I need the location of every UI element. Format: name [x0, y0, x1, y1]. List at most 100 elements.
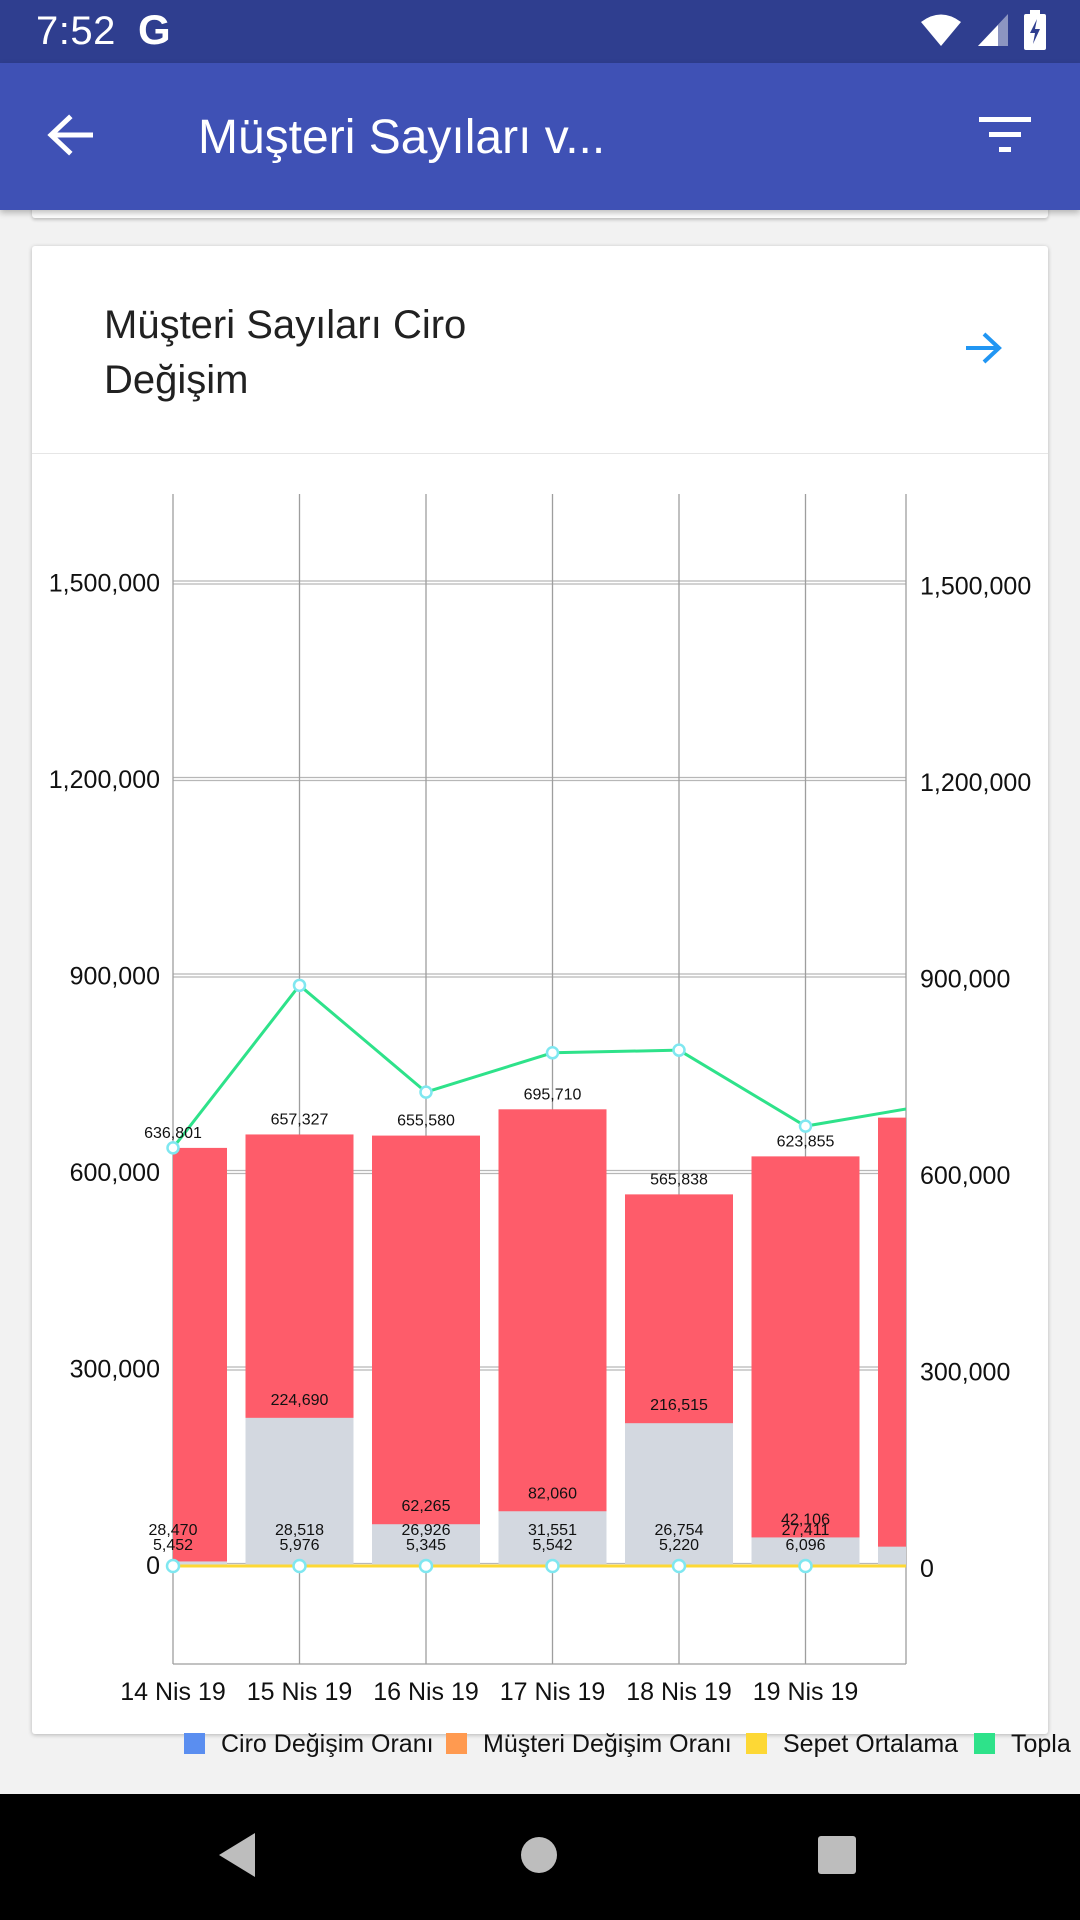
- y-axis-left-tick: 0: [146, 1552, 160, 1580]
- bar-segment-inner: [878, 1546, 906, 1565]
- bar-total-label: 636,801: [144, 1125, 202, 1142]
- y-axis-left-tick: 900,000: [70, 963, 160, 991]
- zero-point: [418, 1558, 434, 1574]
- arrow-back-icon: [47, 113, 94, 161]
- y-axis-right-tick: 900,000: [920, 966, 1010, 994]
- bars-group: [173, 1109, 906, 1565]
- wifi-icon: [920, 13, 962, 52]
- recents-square-icon: [817, 1835, 857, 1880]
- line-point: [419, 1085, 433, 1099]
- zero-point: [671, 1558, 687, 1574]
- bar-total: [372, 1135, 480, 1565]
- x-axis-tick: 18 Nis 19: [626, 1678, 732, 1706]
- legend-musteri-degisim-label: Müşteri Değişim Oranı: [483, 1730, 732, 1758]
- bar-segment-inner: [372, 1524, 480, 1565]
- y-axis-right-tick: 1,200,000: [920, 769, 1031, 797]
- legend-sepet-ortalama-label: Sepet Ortalama: [783, 1730, 958, 1758]
- bar-segment-inner: [625, 1423, 733, 1565]
- app-bar: Müşteri Sayıları v...: [0, 63, 1080, 210]
- card-title-line2: Değişim: [104, 358, 249, 402]
- card-title: Müşteri Sayıları Ciro Değişim: [104, 298, 564, 408]
- zero-point: [165, 1558, 181, 1574]
- bar-small-label: 5,542: [532, 1537, 572, 1554]
- x-axis-tick: 14 Nis 19: [120, 1678, 226, 1706]
- bar-segment-inner: [173, 1561, 227, 1565]
- bar-segment-inner: [245, 1417, 354, 1565]
- bar-small-label: 26,754: [655, 1522, 704, 1539]
- zero-point: [545, 1558, 560, 1574]
- bar-small-label: 26,926: [402, 1522, 451, 1539]
- legend-sepet-ortalama-swatch: [746, 1733, 767, 1754]
- bar-small-label: 31,551: [528, 1522, 577, 1539]
- bar-small-label: 5,220: [659, 1537, 699, 1554]
- bar-small-label: 27,411: [782, 1522, 830, 1539]
- status-time: 7:52: [36, 9, 116, 53]
- y-axis-left-tick: 1,500,000: [49, 570, 160, 598]
- card-title-line1: Müşteri Sayıları Ciro: [104, 303, 467, 347]
- filter-icon: [979, 116, 1031, 158]
- y-axis-left-tick: 600,000: [70, 1159, 160, 1187]
- bar-inner-label: 62,265: [402, 1498, 451, 1515]
- card-detail-button[interactable]: [960, 326, 1008, 374]
- legend-musteri-degisim-swatch: [446, 1733, 467, 1754]
- legend-topla-swatch: [974, 1733, 995, 1754]
- bar-total: [498, 1109, 607, 1565]
- legend-ciro-degisim-swatch: [184, 1733, 205, 1754]
- google-notification-icon: G: [138, 6, 171, 53]
- bar-inner-label: 224,690: [271, 1392, 329, 1409]
- arrow-forward-icon: [964, 331, 1004, 370]
- line-point: [798, 1119, 813, 1133]
- x-axis-tick: 16 Nis 19: [373, 1678, 479, 1706]
- nav-home-button[interactable]: [506, 1824, 572, 1890]
- back-triangle-icon: [215, 1831, 259, 1884]
- legend-ciro-degisim-label: Ciro Değişim Oranı: [221, 1730, 434, 1758]
- x-axis-tick: 17 Nis 19: [500, 1678, 606, 1706]
- y-axis-right-tick: 300,000: [920, 1359, 1010, 1387]
- bar-inner-label: 216,515: [650, 1397, 708, 1414]
- signal-icon: [976, 12, 1010, 53]
- bar-inner-label: 82,060: [528, 1485, 577, 1502]
- bar-small-label: 6,096: [785, 1537, 825, 1554]
- bar-small-label: 5,452: [153, 1537, 193, 1554]
- bar-small-label: 28,470: [149, 1522, 198, 1539]
- y-axis-left-tick: 1,200,000: [49, 766, 160, 794]
- line-point: [672, 1043, 686, 1057]
- bar-segment-inner: [498, 1511, 607, 1565]
- bar-total: [751, 1156, 860, 1565]
- y-axis-right-tick: 0: [920, 1555, 934, 1583]
- line-point: [166, 1141, 180, 1155]
- bar-total-label: 623,855: [777, 1133, 835, 1150]
- bar-small-label: 5,976: [279, 1537, 319, 1554]
- line-point: [545, 1046, 560, 1060]
- y-axis-left-tick: 300,000: [70, 1356, 160, 1384]
- bar-total: [878, 1117, 906, 1565]
- back-button[interactable]: [40, 109, 100, 165]
- zero-point: [292, 1558, 307, 1574]
- nav-recents-button[interactable]: [804, 1824, 870, 1890]
- nav-back-button[interactable]: [204, 1824, 270, 1890]
- bar-total-label: 655,580: [397, 1113, 455, 1130]
- zero-point: [798, 1558, 813, 1574]
- navigation-bar: [0, 1794, 1080, 1920]
- status-icons: [920, 9, 1046, 55]
- battery-charging-icon: [1024, 9, 1046, 55]
- bar-total: [173, 1147, 227, 1565]
- bar-total-label: 657,327: [271, 1111, 329, 1128]
- home-circle-icon: [519, 1835, 559, 1880]
- status-bar: 7:52 G: [0, 0, 1080, 63]
- y-axis-right-tick: 600,000: [920, 1162, 1010, 1190]
- app-bar-title: Müşteri Sayıları v...: [198, 111, 606, 164]
- card-header: Müşteri Sayıları Ciro Değişim: [32, 246, 1048, 454]
- y-axis-right-tick: 1,500,000: [920, 573, 1031, 601]
- x-axis-tick: 19 Nis 19: [753, 1678, 859, 1706]
- bar-total-label: 565,838: [650, 1171, 708, 1188]
- line-point: [292, 978, 307, 993]
- bar-small-label: 28,518: [275, 1522, 324, 1539]
- legend-topla-label: Topla: [1011, 1730, 1071, 1758]
- bar-total-label: 695,710: [524, 1086, 582, 1103]
- x-axis-tick: 15 Nis 19: [247, 1678, 353, 1706]
- bar-small-label: 5,345: [406, 1537, 446, 1554]
- filter-button[interactable]: [974, 111, 1036, 163]
- bar-inner-label: 42,106: [781, 1511, 830, 1528]
